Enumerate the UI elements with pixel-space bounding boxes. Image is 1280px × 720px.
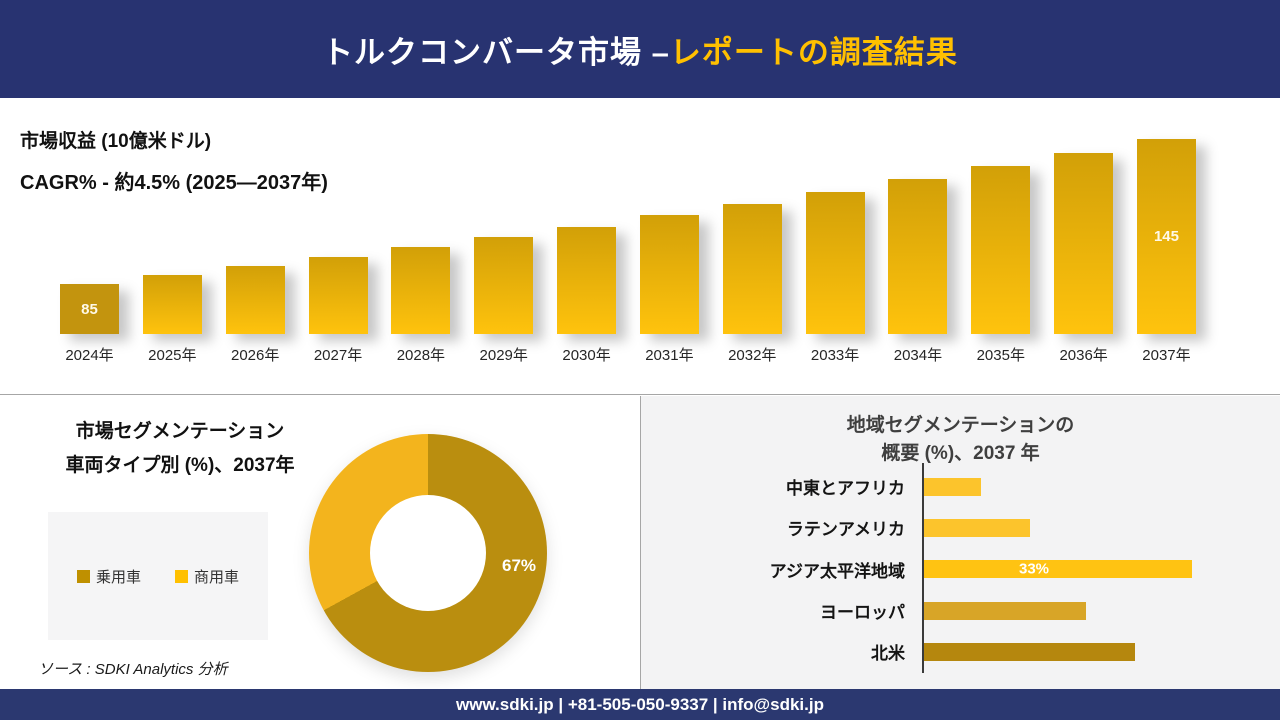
revenue-bar-column: [1054, 138, 1114, 334]
revenue-bar: [308, 256, 368, 334]
regional-bar-chart: 中東とアフリカ ラテンアメリカアジア太平洋地域 33% ヨーロッパ北米: [641, 466, 1280, 672]
donut-legend: 乗用車 商用車: [48, 512, 268, 640]
regional-bar: [924, 518, 1030, 537]
page-title-main: トルクコンバータ市場 –: [322, 34, 670, 70]
regional-category-label: 中東とアフリカ: [786, 479, 905, 499]
regional-bar: 33%: [924, 560, 1192, 579]
revenue-bar-column: [557, 138, 617, 334]
x-axis-tick-label: 2024年: [65, 347, 114, 364]
vehicle-segmentation-panel: 市場セグメンテーション 車両タイプ別 (%)、2037年 乗用車 商用車 67%…: [0, 396, 640, 689]
regional-y-axis-line: [922, 463, 924, 673]
cagr-label: CAGR% - 約4.5% (2025―2037年): [20, 172, 328, 194]
revenue-bar-chart: 85 145: [60, 138, 1196, 334]
revenue-bar: [225, 266, 285, 334]
x-axis-tick-label: 2035年: [976, 347, 1025, 364]
revenue-bar-column: [142, 138, 202, 334]
x-axis-tick-label: 2036年: [1059, 347, 1108, 364]
regional-bar: [924, 642, 1135, 661]
revenue-x-axis: 2024年 2025年 2026年 2027年 2028年 2029年 2030年 2031年…: [60, 344, 1196, 365]
regional-bar-row: ヨーロッパ: [641, 590, 1280, 631]
footer-bar: www.sdki.jp | +81-505-050-9337 | info@sd…: [0, 689, 1280, 720]
revenue-bar-column: [888, 138, 948, 334]
regional-bar-row: 北米: [641, 631, 1280, 672]
bar-value-label: 145: [1153, 228, 1179, 245]
revenue-bar: [805, 191, 865, 334]
vehicle-type-donut-chart: 67%: [309, 434, 547, 672]
revenue-bar-column: [391, 138, 451, 334]
revenue-bar-column: [639, 138, 699, 334]
page-title: トルクコンバータ市場 –レポートの調査結果: [322, 27, 958, 72]
revenue-bar: [971, 166, 1031, 334]
regional-category-label: アジア太平洋地域: [769, 561, 905, 581]
revenue-metric-label: 市場収益 (10億米ドル): [20, 131, 212, 152]
x-axis-tick-label: 2032年: [728, 347, 777, 364]
regional-category-label: ラテンアメリカ: [786, 520, 905, 540]
x-axis-tick-label: 2029年: [479, 347, 528, 364]
legend-label: 乗用車: [95, 568, 141, 586]
x-axis-tick-label: 2031年: [645, 347, 694, 364]
regional-title-line1: 地域セグメンテーションの: [846, 415, 1075, 436]
bar-value-label: 85: [81, 300, 98, 318]
revenue-bar-column: [225, 138, 285, 334]
regional-bar-row: 中東とアフリカ: [641, 466, 1280, 507]
bar-value-label: 33%: [1019, 560, 1050, 578]
lower-section: 市場セグメンテーション 車両タイプ別 (%)、2037年 乗用車 商用車 67%…: [0, 396, 1280, 689]
x-axis-tick-label: 2026年: [231, 347, 280, 364]
x-axis-tick-label: 2033年: [810, 347, 860, 364]
revenue-bar-column: [722, 138, 782, 334]
revenue-bar: [391, 247, 451, 334]
revenue-bar: [888, 179, 948, 334]
revenue-bar: [722, 204, 782, 334]
x-axis-tick-label: 2027年: [313, 347, 363, 364]
regional-category-label: ヨーロッパ: [820, 603, 905, 623]
revenue-bar: [142, 275, 202, 334]
donut-value-label: 67%: [501, 556, 537, 575]
revenue-bar-column: 85: [60, 138, 119, 334]
regional-title-line2: 概要 (%)、2037 年: [881, 443, 1040, 464]
revenue-bar: 145: [1136, 139, 1196, 334]
revenue-bar: [639, 215, 699, 334]
regional-segmentation-panel: 地域セグメンテーションの 概要 (%)、2037 年 中東とアフリカ ラテンアメリ…: [640, 396, 1280, 689]
x-axis-tick-label: 2030年: [562, 347, 611, 364]
segmentation-title-line1: 市場セグメンテーション: [75, 421, 285, 442]
x-axis-tick-label: 2037年: [1142, 347, 1191, 364]
revenue-bar-column: [308, 138, 368, 334]
segmentation-title-line2: 車両タイプ別 (%)、2037年: [65, 455, 295, 476]
revenue-section: 市場収益 (10億米ドル) CAGR% - 約4.5% (2025―2037年)…: [0, 98, 1280, 395]
donut-hole: [370, 495, 486, 611]
page-title-accent: レポートの調査結果: [669, 34, 958, 70]
revenue-bar: [474, 237, 534, 334]
x-axis-tick-label: 2028年: [396, 347, 446, 364]
revenue-bar: 85: [60, 284, 119, 334]
revenue-bar: [557, 226, 617, 334]
revenue-bar-column: [971, 138, 1031, 334]
legend-item-passenger: 乗用車: [76, 566, 141, 587]
revenue-bar-column: [474, 138, 534, 334]
regional-bar: [924, 477, 981, 496]
legend-swatch-icon: [175, 569, 188, 583]
x-axis-tick-label: 2025年: [148, 347, 197, 364]
revenue-bar-column: [805, 138, 865, 334]
regional-bar-row: ラテンアメリカ: [641, 507, 1280, 548]
revenue-bar: [1054, 152, 1114, 334]
legend-item-commercial: 商用車: [175, 566, 239, 587]
regional-bar-row: アジア太平洋地域 33%: [641, 549, 1280, 590]
x-axis-tick-label: 2034年: [893, 347, 943, 364]
revenue-bar-column: 145: [1136, 138, 1196, 334]
source-note: ソース : SDKI Analytics 分析: [38, 661, 228, 678]
regional-bar: [924, 601, 1086, 620]
regional-category-label: 北米: [871, 644, 905, 664]
legend-label: 商用車: [194, 568, 240, 586]
footer-contact-text: www.sdki.jp | +81-505-050-9337 | info@sd…: [456, 694, 824, 714]
header-bar: トルクコンバータ市場 –レポートの調査結果: [0, 0, 1280, 98]
legend-swatch-icon: [76, 569, 90, 583]
